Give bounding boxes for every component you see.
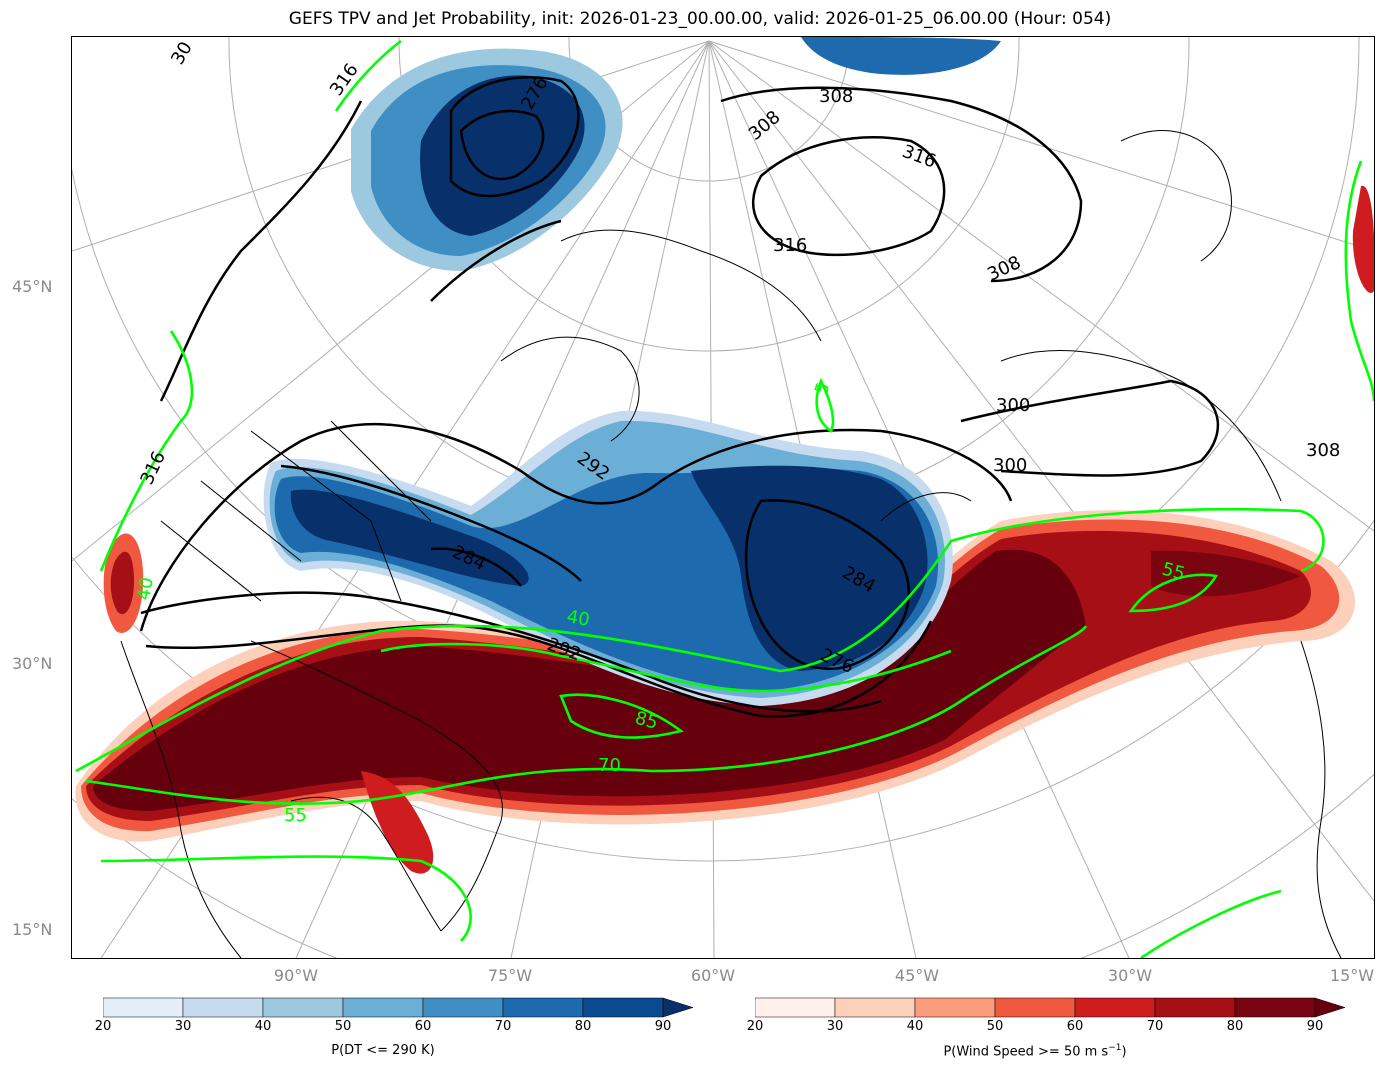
- lon-label-15w: 15°W: [1329, 966, 1375, 985]
- map-panel[interactable]: 316 308 316 316 308 308 300 300 308 284 …: [71, 36, 1375, 959]
- map-canvas: 316 308 316 316 308 308 300 300 308 284 …: [72, 37, 1374, 958]
- lon-label-90w: 90°W: [273, 966, 319, 985]
- jet-tick: 70: [1146, 1019, 1164, 1034]
- jet-swatch: [994, 997, 1076, 1018]
- contour-labels: 316 308 316 316 308 308 300 300 308 284 …: [133, 38, 1340, 826]
- lat-label-15n: 15°N: [12, 920, 53, 939]
- theta-label: 316: [326, 60, 363, 100]
- tpv-tick: 80: [574, 1019, 592, 1034]
- jet-label: 40: [133, 576, 158, 602]
- jet-tick: 60: [1066, 1019, 1084, 1034]
- lon-label-60w: 60°W: [690, 966, 736, 985]
- jet-tick: 20: [746, 1019, 764, 1034]
- coastlines: [120, 130, 1342, 958]
- theta-label: 316: [773, 235, 807, 256]
- tpv-tick: 50: [334, 1019, 352, 1034]
- jet-contours: [75, 39, 1374, 958]
- plot-title: GEFS TPV and Jet Probability, init: 2026…: [288, 9, 1112, 29]
- tpv-swatch: [342, 997, 424, 1018]
- tpv-probability-field: [263, 37, 1001, 706]
- lat-label-30n: 30°N: [12, 654, 53, 673]
- jet-label: 70: [598, 755, 621, 776]
- jet-label: 55: [284, 805, 307, 826]
- jet-swatch: [1074, 997, 1156, 1018]
- theta-label: 300: [993, 455, 1027, 476]
- theta-label: 300: [996, 395, 1030, 416]
- jet-swatch: [914, 997, 996, 1018]
- colorbar-jet-swatches: [754, 997, 1346, 1018]
- jet-swatch: [1234, 997, 1316, 1018]
- tpv-swatch: [422, 997, 504, 1018]
- jet-label: 40: [565, 606, 591, 631]
- jet-swatch: [754, 997, 836, 1018]
- jet-extend-arrow: [1314, 997, 1346, 1018]
- colorbar-jet-label-close: ): [1121, 1044, 1127, 1060]
- jet-tick: 40: [906, 1019, 924, 1034]
- tpv-extend-arrow: [662, 997, 694, 1018]
- colorbar-jet-label-text: P(Wind Speed >= 50 m s: [943, 1044, 1109, 1060]
- lat-label-45n: 45°N: [12, 277, 53, 296]
- tpv-tick: 70: [494, 1019, 512, 1034]
- theta-label: 308: [745, 107, 785, 145]
- theta-label: 308: [1306, 440, 1340, 461]
- theta-contours: [139, 76, 1219, 718]
- jet-swatch: [834, 997, 916, 1018]
- tpv-swatch: [102, 997, 184, 1018]
- tpv-tick: 20: [94, 1019, 112, 1034]
- colorbar-tpv-label: P(DT <= 290 K): [331, 1043, 435, 1058]
- colorbar-jet: 20 30 40 50 60 70 80 90 P(Wind Speed >= …: [747, 997, 1355, 1077]
- tpv-tick: 30: [174, 1019, 192, 1034]
- theta-label: 316: [899, 141, 938, 172]
- tpv-tick: 40: [254, 1019, 272, 1034]
- theta-label: 316: [136, 448, 170, 488]
- colorbar-jet-label-exponent: −1: [1108, 1043, 1122, 1053]
- jet-tick: 30: [826, 1019, 844, 1034]
- tpv-swatch: [182, 997, 264, 1018]
- colorbar-jet-label: P(Wind Speed >= 50 m s−1): [755, 1043, 1315, 1059]
- colorbar-tpv: 20 30 40 50 60 70 80 90 P(DT <= 290 K): [95, 997, 703, 1077]
- colorbar-tpv-swatches: [102, 997, 694, 1018]
- jet-swatch: [1154, 997, 1236, 1018]
- jet-tick: 90: [1306, 1019, 1324, 1034]
- tpv-swatch: [262, 997, 344, 1018]
- tpv-swatch: [502, 997, 584, 1018]
- lon-label-75w: 75°W: [487, 966, 533, 985]
- theta-label: 30: [167, 38, 197, 68]
- lon-label-30w: 30°W: [1107, 966, 1153, 985]
- tpv-swatch: [582, 997, 664, 1018]
- theta-label: 308: [819, 86, 853, 107]
- tpv-tick: 60: [414, 1019, 432, 1034]
- lon-label-45w: 45°W: [894, 966, 940, 985]
- jet-tick: 50: [986, 1019, 1004, 1034]
- tpv-tick: 90: [654, 1019, 672, 1034]
- jet-tick: 80: [1226, 1019, 1244, 1034]
